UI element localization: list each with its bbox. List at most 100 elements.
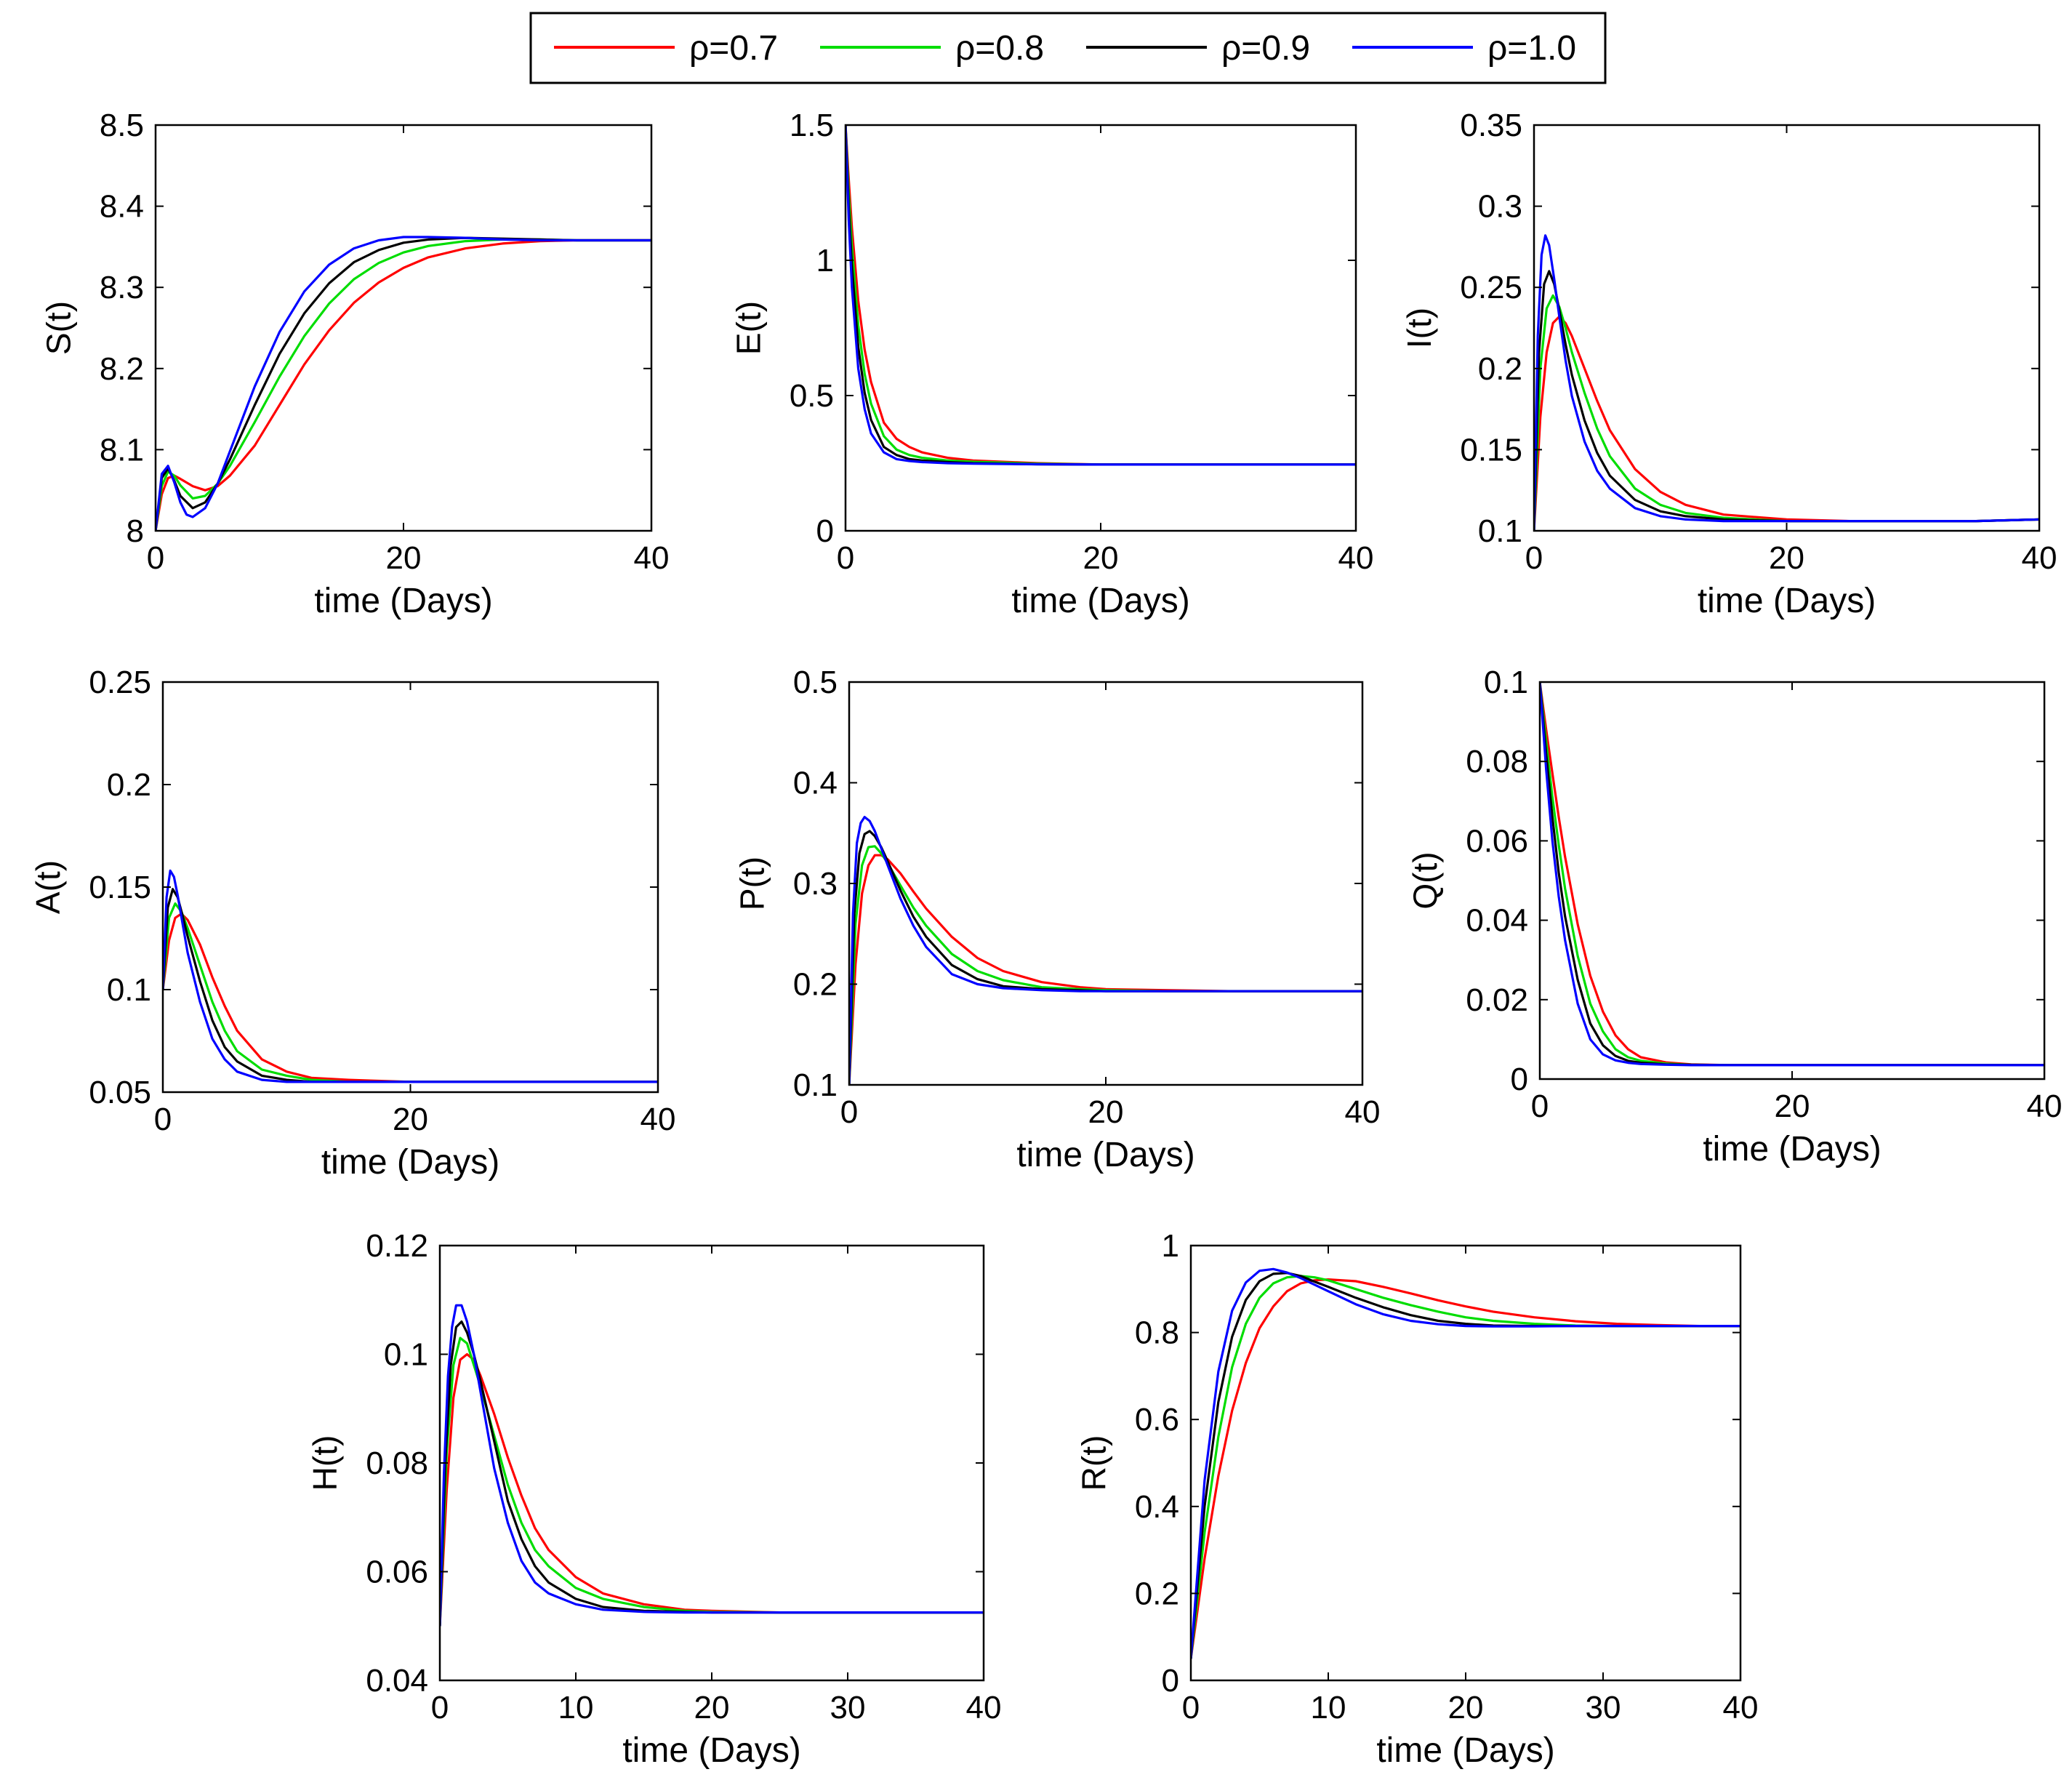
y-tick-label-a: 0.25 (89, 665, 151, 700)
x-tick-label-a: 40 (641, 1102, 676, 1137)
y-tick-label-i: 0.25 (1460, 270, 1522, 305)
y-tick-label-a: 0.2 (107, 767, 151, 803)
x-tick-label-q: 40 (2027, 1089, 2063, 1124)
y-tick-label-i: 0.2 (1478, 351, 1522, 387)
y-tick-label-s: 8 (127, 513, 144, 549)
y-tick-label-p: 0.5 (793, 665, 838, 700)
panel-p: 0 20 40 0.1 0.2 0.3 0.4 0.5 time (Days) P(t) (734, 665, 1381, 1174)
y-axis-label-r: R(t) (1075, 1435, 1113, 1491)
x-tick-label-s: 0 (147, 540, 164, 576)
series-line-a-rho-1 (163, 869, 658, 1083)
y-tick-label-i: 0.15 (1460, 432, 1522, 468)
x-tick-label-p: 40 (1345, 1094, 1381, 1130)
y-tick-label-s: 8.3 (100, 270, 144, 305)
y-tick-label-s: 8.5 (100, 108, 144, 143)
y-tick-label-h: 0.04 (366, 1663, 428, 1699)
x-tick-label-a: 20 (393, 1102, 428, 1137)
panel-q: 0 20 40 0 0.02 0.04 0.06 0.08 0.1 time (Days) Q(t) (1406, 665, 2062, 1168)
x-axis-label-e: time (Days) (1011, 582, 1189, 620)
x-tick-label-h: 10 (558, 1690, 594, 1725)
y-tick-label-e: 1 (816, 243, 834, 278)
legend-label-rho-0-7: ρ=0.7 (689, 29, 778, 68)
y-tick-label-e: 1.5 (790, 108, 834, 143)
x-tick-label-i: 20 (1769, 540, 1804, 576)
series-line-p-rho-1 (849, 816, 1362, 1085)
x-axis-label-s: time (Days) (314, 582, 492, 620)
x-axis-label-q: time (Days) (1703, 1130, 1881, 1168)
y-tick-label-p: 0.3 (793, 866, 838, 902)
panel-i: 0 20 40 0.1 0.15 0.2 0.25 0.3 0.35 time (Days) I(t… (1400, 108, 2057, 620)
y-tick-label-i: 0.35 (1460, 108, 1522, 143)
y-tick-label-q: 0 (1511, 1062, 1528, 1097)
x-axis-label-i: time (Days) (1698, 582, 1876, 620)
y-axis-label-i: I(t) (1400, 308, 1438, 348)
y-tick-label-h: 0.08 (366, 1446, 428, 1481)
legend-label-rho-0-9: ρ=0.9 (1221, 29, 1310, 68)
x-axis-label-a: time (Days) (321, 1143, 499, 1182)
y-tick-label-r: 0.2 (1135, 1576, 1179, 1611)
y-axis-label-e: E(t) (730, 301, 768, 355)
y-tick-label-q: 0.08 (1466, 744, 1528, 779)
x-tick-label-h: 40 (966, 1690, 1002, 1725)
x-tick-label-p: 0 (840, 1094, 858, 1130)
y-tick-label-q: 0.04 (1466, 903, 1528, 939)
x-tick-label-r: 0 (1182, 1690, 1200, 1725)
panel-a: 0 20 40 0.05 0.1 0.15 0.2 0.25 time (Days) A(t) (29, 665, 675, 1182)
x-tick-label-a: 0 (154, 1102, 172, 1137)
x-tick-label-e: 0 (837, 540, 854, 576)
x-tick-label-r: 10 (1311, 1690, 1346, 1725)
y-tick-label-h: 0.06 (366, 1555, 428, 1590)
series-line-s-rho-1 (156, 236, 651, 531)
x-tick-label-i: 40 (2022, 540, 2057, 576)
x-tick-label-r: 30 (1586, 1690, 1621, 1725)
series-line-h-rho-1 (440, 1304, 984, 1627)
y-tick-label-r: 0.8 (1135, 1315, 1179, 1351)
y-tick-label-p: 0.1 (793, 1067, 838, 1103)
x-tick-label-h: 20 (694, 1690, 730, 1725)
x-axis-label-h: time (Days) (622, 1731, 800, 1770)
x-tick-label-i: 0 (1525, 540, 1543, 576)
series-line-i-rho-1 (1534, 234, 2039, 531)
series-line-e-rho-1 (846, 125, 1356, 466)
x-tick-label-q: 0 (1531, 1089, 1549, 1124)
y-tick-label-q: 0.06 (1466, 823, 1528, 859)
x-axis-label-r: time (Days) (1376, 1731, 1554, 1770)
x-tick-label-e: 20 (1083, 540, 1119, 576)
y-tick-label-q: 0.02 (1466, 982, 1528, 1018)
y-tick-label-i: 0.1 (1478, 513, 1522, 549)
y-tick-label-h: 0.12 (366, 1228, 428, 1264)
y-tick-label-s: 8.4 (100, 189, 144, 225)
y-axis-label-p: P(t) (734, 857, 771, 910)
y-tick-label-r: 0 (1162, 1663, 1179, 1699)
series-line-r-rho-1 (1191, 1267, 1740, 1659)
series-line-s-rho-0-7 (156, 238, 651, 531)
legend-label-rho-1-0: ρ=1.0 (1487, 29, 1576, 68)
panel-s: 0 20 40 8 8.1 8.2 8.3 8.4 8.5 time (Days) S(t) (40, 108, 670, 620)
y-tick-label-s: 8.2 (100, 351, 144, 387)
y-tick-label-e: 0 (816, 513, 834, 549)
y-tick-label-r: 0.6 (1135, 1402, 1179, 1438)
y-axis-label-q: Q(t) (1406, 851, 1444, 909)
y-axis-label-h: H(t) (306, 1435, 344, 1491)
legend-label-rho-0-8: ρ=0.8 (955, 29, 1044, 68)
y-tick-label-a: 0.05 (89, 1075, 151, 1110)
x-tick-label-r: 20 (1448, 1690, 1484, 1725)
x-tick-label-p: 20 (1088, 1094, 1124, 1130)
series-line-r-rho-0-7 (1191, 1278, 1740, 1659)
x-tick-label-s: 40 (634, 540, 670, 576)
y-tick-label-a: 0.15 (89, 870, 151, 905)
y-tick-label-s: 8.1 (100, 432, 144, 468)
panel-h: 0 10 20 30 40 0.04 0.06 0.08 0.1 0.12 time (Days) H… (306, 1228, 1001, 1770)
y-tick-label-r: 1 (1162, 1228, 1179, 1264)
y-tick-label-p: 0.4 (793, 766, 838, 801)
y-tick-label-e: 0.5 (790, 378, 834, 414)
y-axis-label-a: A(t) (29, 860, 67, 914)
legend: ρ=0.7 ρ=0.8 ρ=0.9 ρ=1.0 (529, 12, 1607, 84)
y-tick-label-p: 0.2 (793, 967, 838, 1003)
x-tick-label-h: 30 (830, 1690, 866, 1725)
x-tick-label-s: 20 (386, 540, 422, 576)
y-axis-label-s: S(t) (40, 301, 78, 355)
x-axis-label-p: time (Days) (1016, 1136, 1194, 1174)
y-tick-label-i: 0.3 (1478, 189, 1522, 225)
